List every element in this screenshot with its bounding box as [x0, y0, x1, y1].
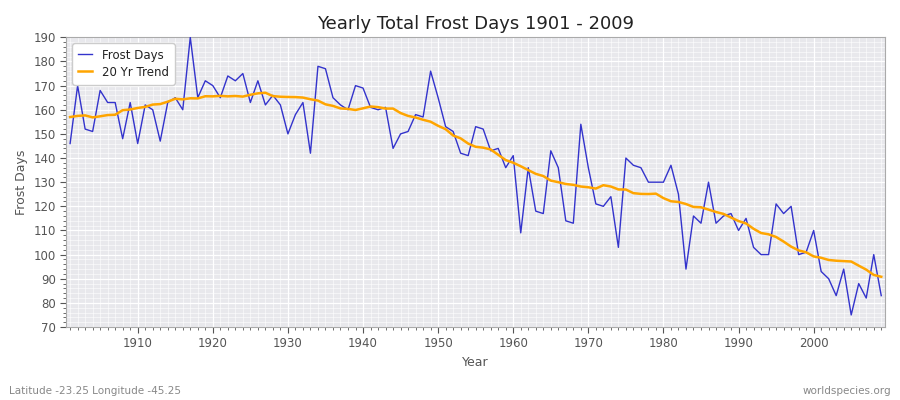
- 20 Yr Trend: [343, 106, 354, 111]
- Title: Yearly Total Frost Days 1901 - 2009: Yearly Total Frost Days 1901 - 2009: [317, 15, 634, 33]
- 20 Yr Trend: [876, 274, 886, 279]
- 20 Yr Trend: [125, 107, 136, 112]
- 20 Yr Trend: [65, 114, 76, 119]
- Line: 20 Yr Trend: 20 Yr Trend: [70, 93, 881, 277]
- 20 Yr Trend: [260, 90, 271, 95]
- Frost Days: [516, 230, 526, 235]
- Frost Days: [508, 153, 518, 158]
- Frost Days: [876, 293, 886, 298]
- 20 Yr Trend: [298, 95, 309, 100]
- Line: Frost Days: Frost Days: [70, 37, 881, 315]
- Text: worldspecies.org: worldspecies.org: [803, 386, 891, 396]
- Text: Latitude -23.25 Longitude -45.25: Latitude -23.25 Longitude -45.25: [9, 386, 181, 396]
- Frost Days: [125, 100, 136, 105]
- Frost Days: [298, 100, 309, 105]
- 20 Yr Trend: [516, 164, 526, 169]
- Frost Days: [606, 194, 616, 199]
- Frost Days: [184, 35, 195, 40]
- 20 Yr Trend: [508, 160, 518, 165]
- Frost Days: [846, 312, 857, 317]
- Legend: Frost Days, 20 Yr Trend: Frost Days, 20 Yr Trend: [72, 43, 175, 84]
- Frost Days: [343, 107, 354, 112]
- 20 Yr Trend: [606, 184, 616, 189]
- Frost Days: [65, 141, 76, 146]
- X-axis label: Year: Year: [463, 356, 489, 369]
- Y-axis label: Frost Days: Frost Days: [15, 150, 28, 215]
